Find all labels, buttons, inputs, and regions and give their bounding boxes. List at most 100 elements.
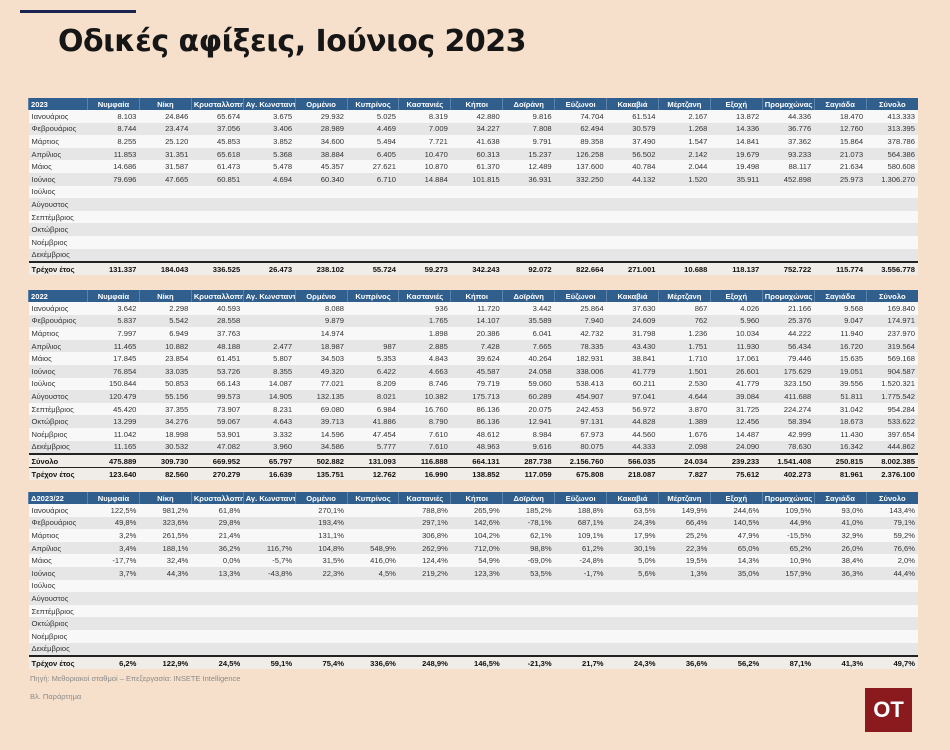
cell: 7.808: [532, 124, 552, 134]
cell: [295, 605, 347, 618]
cell: 44.560: [632, 429, 656, 439]
cell: 40.784: [632, 162, 656, 172]
cell: [762, 643, 814, 657]
cell: 14,3%: [737, 556, 760, 566]
cell: 149,9%: [681, 505, 708, 515]
total-cell: 75,4%: [295, 655, 348, 670]
cell: [503, 617, 555, 630]
month-row: Μάιος 14.686 31.587 61.473 5.478 45.357 27.621…: [28, 160, 918, 173]
cell: [347, 198, 399, 211]
total-cell: 16.639: [243, 467, 296, 481]
cell: [243, 529, 295, 542]
cell: 242.453: [576, 404, 604, 414]
column-header: Σαγιάδα: [813, 290, 867, 302]
cell: 3,7%: [119, 568, 137, 578]
cell: 73.907: [216, 404, 241, 414]
cell: 762: [694, 316, 708, 326]
cell: 38,4%: [841, 556, 864, 566]
cell: 397.654: [887, 429, 915, 439]
cell: [399, 249, 451, 263]
accent-bar: [20, 10, 136, 13]
cell: [139, 643, 191, 657]
total-cell: 92.072: [502, 261, 555, 276]
cell: 265,9%: [473, 505, 500, 515]
cell: 7.997: [117, 328, 137, 338]
cell: [866, 198, 918, 211]
total-cell: 250.815: [814, 453, 867, 468]
total-cell: 49,7%: [866, 655, 918, 670]
cell: 60.211: [632, 379, 656, 389]
total-cell: 10.688: [658, 261, 711, 276]
cell: 37.763: [216, 328, 241, 338]
total-cell: 752.722: [762, 261, 815, 276]
total-label: Τρέχον έτος: [28, 655, 88, 670]
cell: 2.167: [688, 111, 708, 121]
cell: [814, 617, 866, 630]
cell: [658, 211, 710, 224]
cell: [814, 605, 866, 618]
cell: 4.843: [428, 354, 448, 364]
month-label: Μάιος: [31, 162, 52, 172]
cell: 47.454: [372, 429, 396, 439]
cell: 182.931: [576, 354, 604, 364]
cell: 25,2%: [685, 530, 708, 540]
cell: 47.665: [165, 174, 189, 184]
cell: 18.998: [165, 429, 189, 439]
total-cell: 1.541.408: [762, 453, 815, 468]
cell: [191, 198, 243, 211]
column-header: Νυμφαία: [87, 98, 140, 110]
cell: 262,9%: [422, 543, 448, 553]
cell: 16.342: [839, 442, 864, 452]
cell: 5.353: [376, 354, 396, 364]
cell: [762, 223, 814, 236]
cell: 687,1%: [577, 518, 604, 528]
cell: 8.255: [117, 136, 137, 146]
cell: [191, 605, 243, 618]
cell: [295, 223, 347, 236]
cell: 123,3%: [473, 568, 500, 578]
cell: 31.725: [736, 404, 760, 414]
cell: 20.386: [476, 328, 500, 338]
cell: [814, 630, 866, 643]
cell: [88, 630, 140, 643]
cell: 1.710: [688, 354, 708, 364]
cell: 131,1%: [318, 530, 345, 540]
cell: [762, 592, 814, 605]
cell: [710, 617, 762, 630]
cell: 13.299: [113, 417, 137, 427]
cell: 31,5%: [322, 556, 345, 566]
table-head: 2022ΝυμφαίαΝίκηΚρυσταλλοπηγήΑγ. Κωνσταντ…: [28, 290, 918, 302]
cell: 21.166: [787, 303, 812, 313]
month-row: Μάρτιος 7.997 6.949 37.763 14.974 1.898 20.386…: [28, 327, 918, 340]
cell: [555, 211, 607, 224]
cell: 61.514: [632, 111, 656, 121]
cell: 1.236: [688, 328, 708, 338]
cell: 59.067: [216, 417, 241, 427]
cell: 47.082: [216, 442, 241, 452]
cell: [866, 592, 918, 605]
cell: 9.791: [532, 136, 552, 146]
total-row: Τρέχον έτος 123.640 82.560 270.279 16.639 135…: [28, 467, 918, 481]
cell: 244,6%: [733, 505, 760, 515]
column-header: Εύζωνοι: [554, 492, 607, 504]
cell: 42.999: [787, 429, 812, 439]
month-row: Μάιος -17,7% 32,4% 0,0% -5,7% 31,5% 416,0% 124,…: [28, 554, 918, 567]
cell: [658, 580, 710, 593]
cell: [243, 517, 295, 530]
cell: 6.949: [169, 328, 189, 338]
total-cell: 8.002.385: [866, 453, 918, 468]
total-cell: 287.738: [502, 453, 555, 468]
cell: [658, 630, 710, 643]
cell: 7.940: [584, 316, 604, 326]
cell: [814, 198, 866, 211]
column-header: Νυμφαία: [87, 492, 140, 504]
cell: 338.006: [576, 366, 604, 376]
cell: 1.547: [688, 136, 708, 146]
cell: [347, 211, 399, 224]
cell: [607, 236, 659, 249]
cell: 37.362: [787, 136, 812, 146]
cell: [762, 580, 814, 593]
cell: [243, 643, 295, 657]
cell: 10.882: [165, 341, 189, 351]
